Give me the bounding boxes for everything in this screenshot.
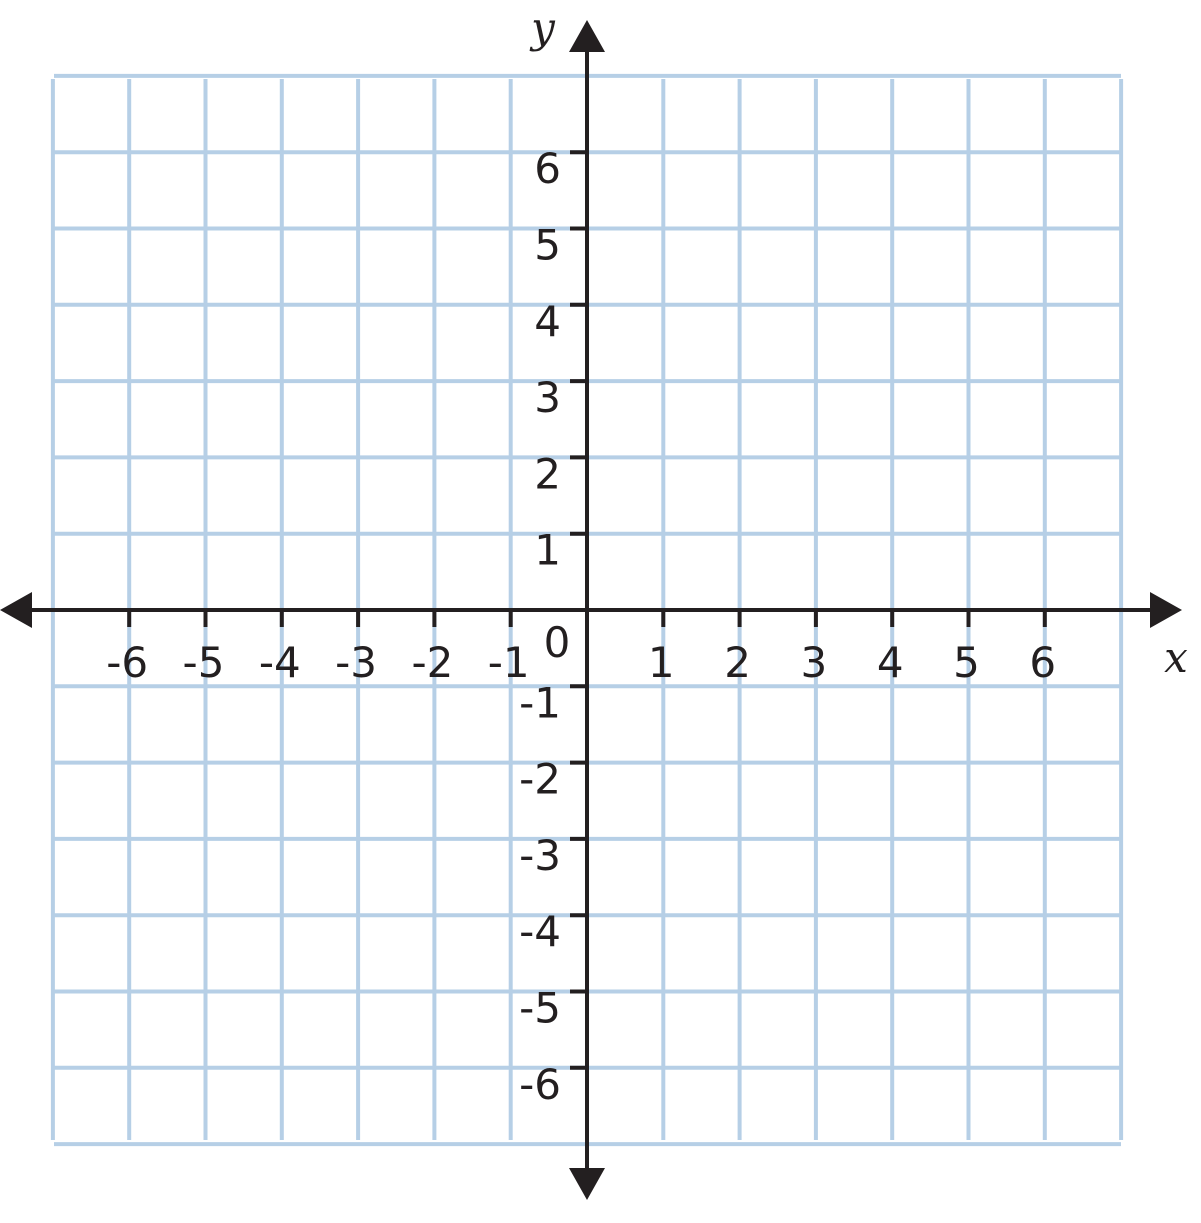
x-tick-label: -4	[259, 638, 301, 687]
y-tick-label: 6	[534, 144, 561, 193]
y-tick-label: 2	[534, 449, 561, 498]
x-tick-label: 2	[724, 638, 751, 687]
x-tick-label: 6	[1029, 638, 1056, 687]
x-tick-label: 3	[801, 638, 828, 687]
y-tick-label: -3	[519, 831, 561, 880]
x-tick-label: -3	[335, 638, 377, 687]
y-tick-label: -2	[519, 755, 561, 804]
origin-label: 0	[544, 618, 571, 667]
y-axis-arrow-down	[569, 1168, 605, 1200]
x-tick-label: -6	[106, 638, 148, 687]
y-tick-label: 3	[534, 373, 561, 422]
y-axis-arrow-up	[569, 20, 605, 52]
x-axis-label: x	[1164, 633, 1188, 682]
y-tick-label: 1	[534, 526, 561, 575]
ticks	[127, 150, 1047, 1070]
x-tick-label: -5	[183, 638, 225, 687]
x-axis-arrow-left	[0, 592, 32, 628]
y-axis-label: y	[529, 3, 556, 52]
y-tick-label: -4	[519, 907, 561, 956]
y-tick-label: 4	[534, 297, 561, 346]
y-tick-label: -5	[519, 984, 561, 1033]
x-tick-label: 4	[877, 638, 904, 687]
axes	[0, 20, 1182, 1200]
x-tick-label: -1	[488, 638, 530, 687]
x-axis-arrow-right	[1150, 592, 1182, 628]
y-tick-label: -1	[519, 678, 561, 727]
y-tick-label: 5	[534, 221, 561, 270]
x-tick-label: 5	[953, 638, 980, 687]
x-tick-label: -2	[411, 638, 453, 687]
y-tick-label: -6	[519, 1060, 561, 1109]
x-tick-label: 1	[648, 638, 675, 687]
